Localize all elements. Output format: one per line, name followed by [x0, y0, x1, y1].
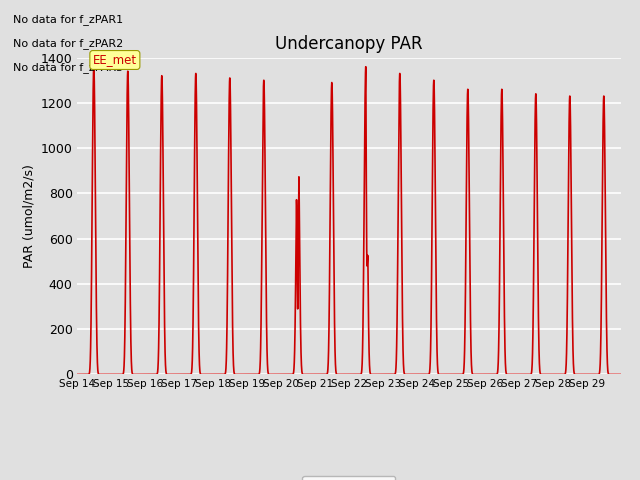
- Text: No data for f_zPAR3: No data for f_zPAR3: [13, 62, 123, 73]
- Text: No data for f_zPAR2: No data for f_zPAR2: [13, 38, 123, 49]
- Text: No data for f_zPAR1: No data for f_zPAR1: [13, 14, 123, 25]
- Y-axis label: PAR (umol/m2/s): PAR (umol/m2/s): [22, 164, 35, 268]
- Legend: PAR_in: PAR_in: [302, 476, 396, 480]
- Text: EE_met: EE_met: [93, 53, 137, 67]
- Title: Undercanopy PAR: Undercanopy PAR: [275, 35, 422, 53]
